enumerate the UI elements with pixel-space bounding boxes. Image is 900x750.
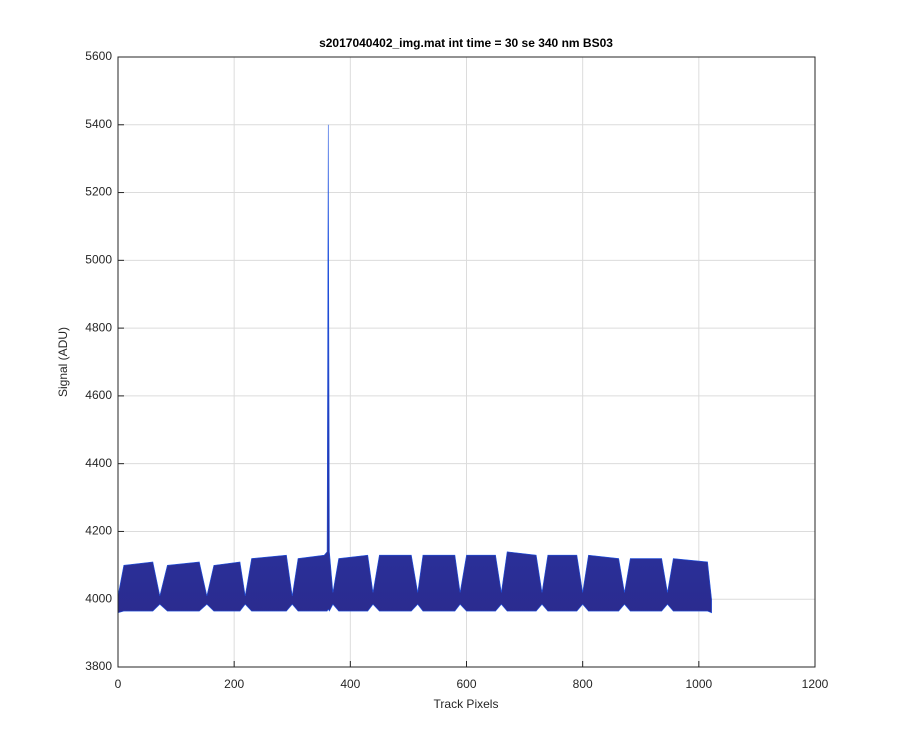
y-tick-label: 4000 [85, 591, 112, 605]
axes-box [117, 56, 816, 668]
x-tick-label: 400 [340, 677, 360, 691]
y-tick-label: 5400 [85, 117, 112, 131]
x-tick-label: 0 [115, 677, 122, 691]
x-tick-label: 200 [224, 677, 244, 691]
y-tick-label: 3800 [85, 659, 112, 673]
signal-band [117, 124, 712, 614]
x-tick-label: 1000 [685, 677, 712, 691]
x-tick-label: 800 [573, 677, 593, 691]
y-tick-label: 4600 [85, 388, 112, 402]
y-tick-label: 5600 [85, 49, 112, 63]
y-tick-label: 4200 [85, 524, 112, 538]
x-axis-label: Track Pixels [434, 697, 499, 711]
x-tick-label: 600 [456, 677, 476, 691]
y-tick-label: 4800 [85, 320, 112, 334]
y-axis-label: Signal (ADU) [56, 327, 70, 397]
x-tick-label: 1200 [802, 677, 829, 691]
y-tick-label: 5000 [85, 253, 112, 267]
y-tick-label: 4400 [85, 456, 112, 470]
chart-title: s2017040402_img.mat int time = 30 se 340… [319, 36, 613, 50]
y-tick-label: 5200 [85, 185, 112, 199]
